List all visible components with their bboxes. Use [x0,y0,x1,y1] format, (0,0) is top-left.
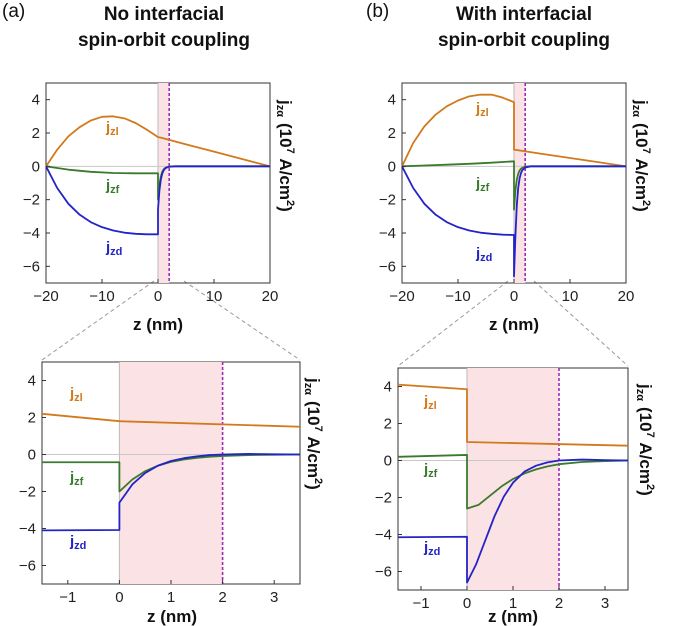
series-label-jzf: jzf [475,175,490,194]
y-tick-label: −2 [379,192,396,209]
chart-b-bottom: −1 0 1 2 3 4 2 0 −2 −4 −6 z (nm) jzα(107 A/cm2) j… [375,367,656,626]
chart-a-bottom: −1 0 1 2 3 4 2 0 −2 −4 −6 z (nm) jzα(107 A/cm2) j… [19,361,324,626]
x-tick-label: −10 [445,288,470,305]
y-tick-label: 0 [28,447,36,464]
y-tick-label: 0 [384,453,392,470]
zoom-guide-a-left [41,280,155,361]
y-tick-label: −6 [379,258,396,275]
x-tick-label: −10 [89,288,114,305]
series-label-jzl: jzl [105,119,119,138]
x-tick-label: −1 [59,589,76,606]
y-axis-label: jzα(107 A/cm2) [630,99,652,212]
y-tick-label: −6 [375,564,392,581]
series-label-jzf: jzf [69,469,84,488]
y-tick-label: 4 [28,373,36,390]
series-line-jzd [397,458,629,584]
x-axis-label: z (nm) [489,315,539,334]
y-tick-label: −4 [23,225,40,242]
y-tick-label: −4 [19,521,36,538]
zoom-guides [41,280,629,367]
y-tick-label: −6 [19,558,36,575]
x-axis-label: z (nm) [488,607,538,626]
y-tick-label: 2 [28,410,36,427]
x-tick-label: 2 [218,589,226,606]
x-tick-label: 3 [270,589,278,606]
y-tick-label: −4 [379,225,396,242]
x-tick-label: 3 [601,595,609,612]
x-axis-label: z (nm) [147,607,197,626]
y-tick-label: −4 [375,527,392,544]
series-line-jzl [397,383,629,447]
series-label-jzl: jzl [475,100,489,119]
series-line-jzd [45,165,270,236]
y-tick-label: 4 [388,92,396,109]
y-tick-label: 4 [32,92,40,109]
x-tick-label: 20 [618,288,635,305]
title-b-line2: spin-orbit coupling [438,30,610,51]
title-a-line1: No interfacial [104,4,224,25]
x-tick-label: −1 [412,595,429,612]
zoom-guide-b-right [533,280,629,367]
x-tick-label: 20 [262,288,279,305]
y-axis-label: jzα(107 A/cm2) [634,383,656,496]
series-line-jzl [45,115,271,168]
y-tick-label: 0 [388,158,396,175]
interface-region [119,362,223,584]
title-b-line1: With interfacial [456,4,592,25]
y-tick-label: 2 [32,125,40,142]
series-label-jzf: jzf [423,461,438,480]
series-label-jzd: jzd [105,239,122,258]
x-tick-label: 10 [562,288,579,305]
series-line-jzf [42,453,301,493]
series-label-jzd: jzd [423,539,440,558]
x-tick-label: 1 [167,589,175,606]
x-tick-label: 0 [154,288,162,305]
chart-b-top: −20 −10 0 10 20 420−2−4−6 z (nm) jzα(107 A/c… [379,82,652,334]
y-tick-label: 0 [32,158,40,175]
series-label-jzf: jzf [105,177,120,196]
x-tick-label: 10 [206,288,223,305]
series-line-jzf [401,160,626,211]
y-tick-label: 4 [384,379,392,396]
y-tick-label: 2 [388,125,396,142]
y-tick-label: −2 [375,490,392,507]
series-line-jzd [41,453,301,532]
x-tick-label: −20 [389,288,414,305]
x-axis-label: z (nm) [133,315,183,334]
series-label-jzd: jzd [475,245,492,264]
y-axis-label: jzα(107 A/cm2) [274,99,296,212]
x-tick-label: 2 [555,595,563,612]
x-tick-label: −20 [33,288,58,305]
series-label-jzl: jzl [423,393,437,412]
y-tick-label: −2 [19,484,36,501]
y-tick-label: −6 [23,258,40,275]
series-label-jzl: jzl [69,385,83,404]
interface-region [158,83,170,283]
x-tick-label: 0 [463,595,471,612]
x-tick-label: 0 [510,288,518,305]
title-a-line2: spin-orbit coupling [78,30,250,51]
panel-label-a: (a) [2,1,25,22]
y-axis-label: jzα(107 A/cm2) [302,377,324,490]
series-line-jzl [41,412,301,428]
y-tick-label: −2 [23,192,40,209]
series-label-jzd: jzd [69,533,86,552]
series-line-jzd [401,165,626,278]
zoom-guide-b-left [397,280,509,367]
series-line-jzl [401,93,627,168]
y-tick-label: 2 [384,416,392,433]
zoom-guide-a-right [183,280,301,361]
x-tick-label: 1 [509,595,517,612]
panel-label-b: (b) [366,1,389,22]
chart-a-top: −20 −10 0 10 20 420−2−4−6 z (nm) jzα(107 A/c… [23,82,296,334]
x-tick-label: 0 [115,589,123,606]
